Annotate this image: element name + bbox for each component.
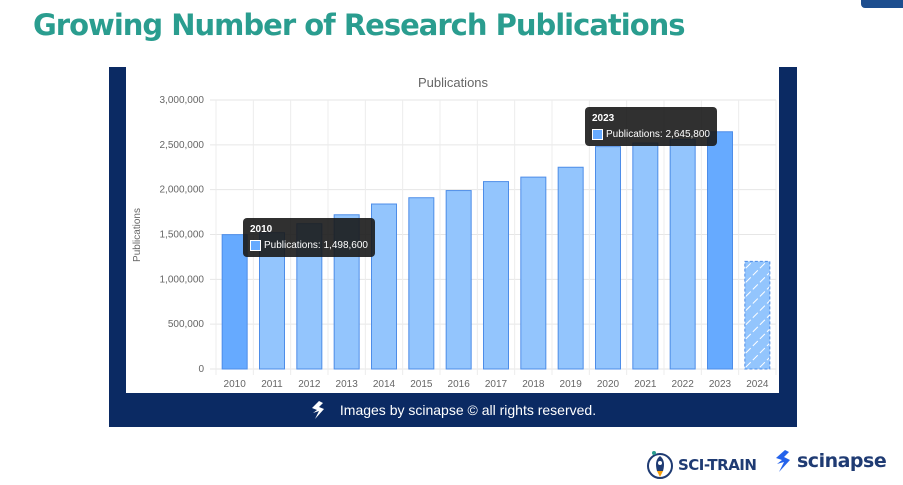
x-tick-label: 2024	[746, 379, 769, 390]
bar-2021[interactable]	[632, 142, 659, 370]
y-tick-label: 500,000	[168, 319, 205, 330]
x-tick-label: 2016	[448, 379, 471, 390]
y-axis-title: Publications	[132, 208, 143, 262]
x-tick-label: 2017	[485, 379, 508, 390]
partner-logos: SCI-TRAIN scinapse	[646, 448, 891, 482]
bar-2020[interactable]	[595, 146, 621, 370]
x-tick-label: 2014	[373, 379, 396, 390]
x-tick-label: 2022	[672, 379, 695, 390]
image-credit-footer: Images by scinapse © all rights reserved…	[109, 393, 797, 427]
y-tick-label: 2,500,000	[160, 140, 205, 151]
y-tick-label: 1,500,000	[160, 230, 205, 241]
y-tick-label: 3,000,000	[160, 95, 205, 106]
x-tick-label: 2013	[336, 379, 359, 390]
scinapse-mark-icon	[311, 401, 324, 419]
y-tick-label: 1,000,000	[160, 274, 205, 285]
page-title: Growing Number of Research Publications	[33, 8, 686, 42]
x-tick-label: 2019	[560, 379, 583, 390]
chart-panel: 0 500,000 1,000,000 1,500,000 2,000,000 2,500…	[126, 67, 779, 393]
scinapse-wordmark: scinapse	[797, 450, 887, 472]
corner-tab	[861, 0, 903, 8]
x-tick-label: 2012	[298, 379, 321, 390]
bar-2015[interactable]	[408, 197, 435, 370]
tooltip-2010: 2010 Publications: 1,498,600	[243, 218, 375, 257]
x-tick-label: 2018	[522, 379, 545, 390]
series-swatch	[250, 240, 261, 251]
bar-2010[interactable]	[221, 234, 248, 370]
tooltip-label: Publications: 1,498,600	[264, 240, 368, 251]
tooltip-2023: 2023 Publications: 2,645,800	[585, 107, 717, 146]
scitrain-wordmark: SCI-TRAIN	[678, 456, 757, 474]
bar-2017[interactable]	[483, 181, 509, 370]
series-swatch	[592, 129, 603, 140]
scitrain-rocket-icon	[647, 451, 673, 479]
x-tick-label: 2015	[410, 379, 433, 390]
x-tick-label: 2023	[709, 379, 732, 390]
x-tick-label: 2010	[224, 379, 247, 390]
bar-2022[interactable]	[669, 138, 696, 370]
x-tick-label: 2011	[261, 379, 283, 390]
scinapse-logo: scinapse	[774, 450, 887, 472]
y-tick-label: 0	[198, 364, 204, 375]
bar-2018[interactable]	[520, 176, 547, 370]
scitrain-logo: SCI-TRAIN	[646, 450, 757, 480]
bar-2014[interactable]	[371, 203, 397, 370]
scinapse-logo-icon	[776, 450, 790, 472]
tooltip-title: 2023	[592, 113, 615, 124]
bar-2023[interactable]	[707, 131, 733, 370]
bar-2024[interactable]	[744, 260, 771, 370]
x-tick-label: 2021	[634, 379, 657, 390]
tooltip-title: 2010	[250, 224, 273, 235]
y-tick-label: 2,000,000	[160, 185, 205, 196]
bar-2019[interactable]	[557, 166, 584, 370]
chart-title: Publications	[418, 75, 489, 90]
bar-2016[interactable]	[445, 190, 472, 370]
tooltip-label: Publications: 2,645,800	[606, 129, 710, 140]
x-tick-label: 2020	[597, 379, 620, 390]
footer-text: Images by scinapse © all rights reserved…	[339, 402, 597, 418]
